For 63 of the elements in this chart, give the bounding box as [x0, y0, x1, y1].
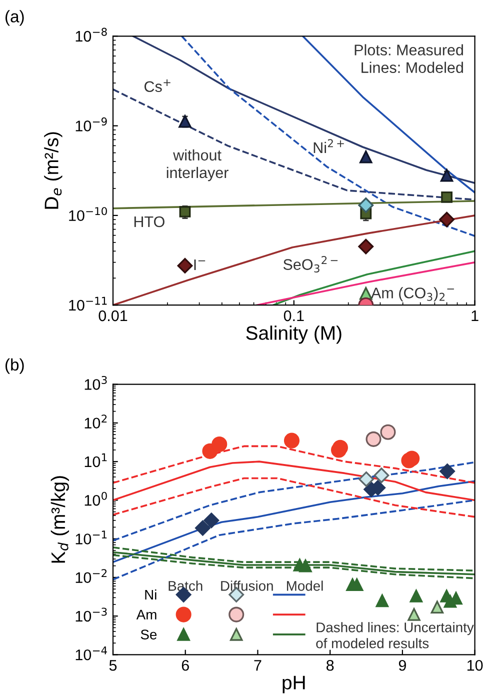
- point: [440, 464, 456, 480]
- y-tick-label: 10$^{−9}$: [76, 117, 107, 132]
- chart-title: (a): [5, 10, 24, 26]
- line-series: [113, 460, 475, 502]
- point: [376, 594, 389, 608]
- y-tick-label: 10$^{−4}$: [76, 646, 107, 660]
- point: [204, 512, 220, 528]
- y-tick-label: 10$^{1}$: [84, 453, 107, 468]
- x-tick-label: 1: [472, 310, 478, 322]
- legend-label: Am: [136, 610, 156, 620]
- x-tick-label: 9: [398, 660, 406, 671]
- line-series: [113, 477, 475, 518]
- x-tick-label: 8: [326, 660, 334, 671]
- x-tick-label: 5: [109, 660, 117, 671]
- y-axis-title: K$_{d}$ (m³/kg): [50, 476, 69, 563]
- y-tick-label: 10$^{−1}$: [76, 530, 107, 544]
- annotation: Plots: Measured Lines: Modeled: [354, 44, 463, 73]
- point: [284, 432, 300, 448]
- y-tick-label: 10$^{3}$: [84, 376, 107, 390]
- y-tick-label: 10$^{−8}$: [76, 28, 107, 42]
- annotation: Ni$^{2+}$: [314, 139, 344, 153]
- y-tick-label: 10$^{2}$: [84, 414, 107, 429]
- legend-label: Ni: [145, 589, 156, 600]
- point: [212, 436, 228, 452]
- x-tick-label: 6: [182, 660, 189, 671]
- annotation: Am (CO$_{3}$)$_{2}$$^{−}$: [371, 287, 454, 302]
- y-tick-label: 10$^{0}$: [84, 492, 107, 506]
- point: [195, 520, 210, 536]
- x-axis-title: Salinity (M): [246, 326, 342, 344]
- chart-title: (b): [5, 358, 24, 374]
- point: [430, 600, 444, 614]
- annotation: I$^{−}$: [194, 260, 206, 270]
- annotation: Cs$^{+}$: [144, 79, 170, 92]
- annotation: HTO: [134, 216, 164, 228]
- annotation: SeO$_{3}$$^{2−}$: [283, 256, 338, 272]
- point: [408, 608, 420, 621]
- y-tick-label: 10$^{−11}$: [69, 296, 107, 311]
- annotation: Dashed lines: Uncertainty of modeled results: [316, 622, 474, 648]
- annotation: Diffusion: [221, 580, 273, 591]
- point: [380, 424, 396, 440]
- line-series: [113, 499, 475, 580]
- annotation: without interlayer: [166, 149, 228, 182]
- annotation: Model: [286, 580, 323, 591]
- y-axis-title: D$_{e}$ (m²/s): [44, 132, 62, 209]
- x-tick-label: 10: [467, 660, 483, 671]
- x-tick-label: 0.1: [284, 310, 304, 322]
- point: [404, 450, 420, 466]
- x-tick-label: 7: [254, 660, 262, 671]
- y-tick-label: 10$^{−10}$: [69, 207, 107, 222]
- y-tick-label: 10$^{−2}$: [76, 569, 107, 584]
- line-series: [113, 480, 475, 563]
- point: [374, 468, 390, 484]
- y-tick-label: 10$^{−3}$: [76, 608, 107, 622]
- line-series: [113, 461, 475, 542]
- point: [366, 431, 382, 447]
- line-series: [113, 554, 475, 580]
- point: [358, 471, 374, 487]
- legend-label: Se: [140, 630, 157, 640]
- line-series: [113, 546, 475, 572]
- point: [299, 559, 312, 572]
- x-axis-title: pH: [282, 676, 305, 694]
- x-tick-label: 0.01: [98, 310, 128, 322]
- point: [410, 590, 423, 602]
